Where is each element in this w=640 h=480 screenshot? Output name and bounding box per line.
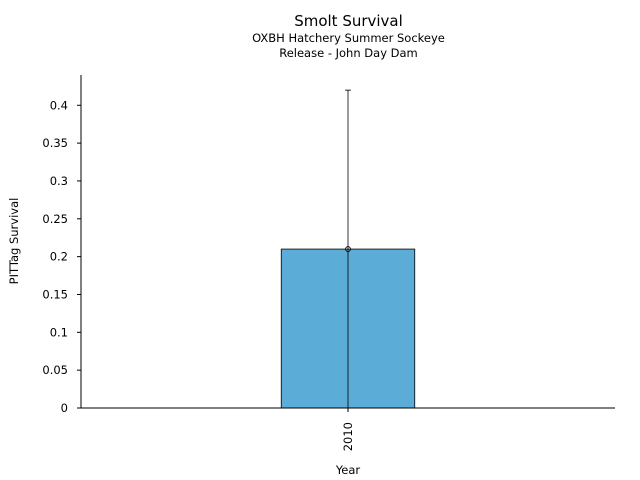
y-tick-label: 0 <box>61 401 68 415</box>
y-tick-label: 0.35 <box>42 136 68 150</box>
y-tick-label: 0.1 <box>50 325 68 339</box>
y-tick-label: 0.4 <box>50 98 68 112</box>
y-axis-label: PITTag Survival <box>7 198 21 285</box>
y-tick-label: 0.2 <box>50 250 68 264</box>
y-tick-label: 0.3 <box>50 174 68 188</box>
data-point-marker <box>345 246 351 252</box>
chart-subtitle-line-2: Release - John Day Dam <box>279 46 418 60</box>
error-bars <box>345 89 351 408</box>
y-tick-label: 0.15 <box>42 287 68 301</box>
x-tick-label: 2010 <box>341 422 355 451</box>
y-tick-label: 0.25 <box>42 212 68 226</box>
y-axis-ticks: 0 0.05 0.1 0.15 0.2 0.25 0.3 0.35 0.4 <box>42 98 81 415</box>
y-tick-label: 0.05 <box>42 363 68 377</box>
x-axis-label: Year <box>335 463 361 477</box>
chart-subtitle-line-1: OXBH Hatchery Summer Sockeye <box>252 31 445 45</box>
x-axis-ticks: 2010 <box>341 408 355 451</box>
chart-title: Smolt Survival <box>294 12 403 30</box>
